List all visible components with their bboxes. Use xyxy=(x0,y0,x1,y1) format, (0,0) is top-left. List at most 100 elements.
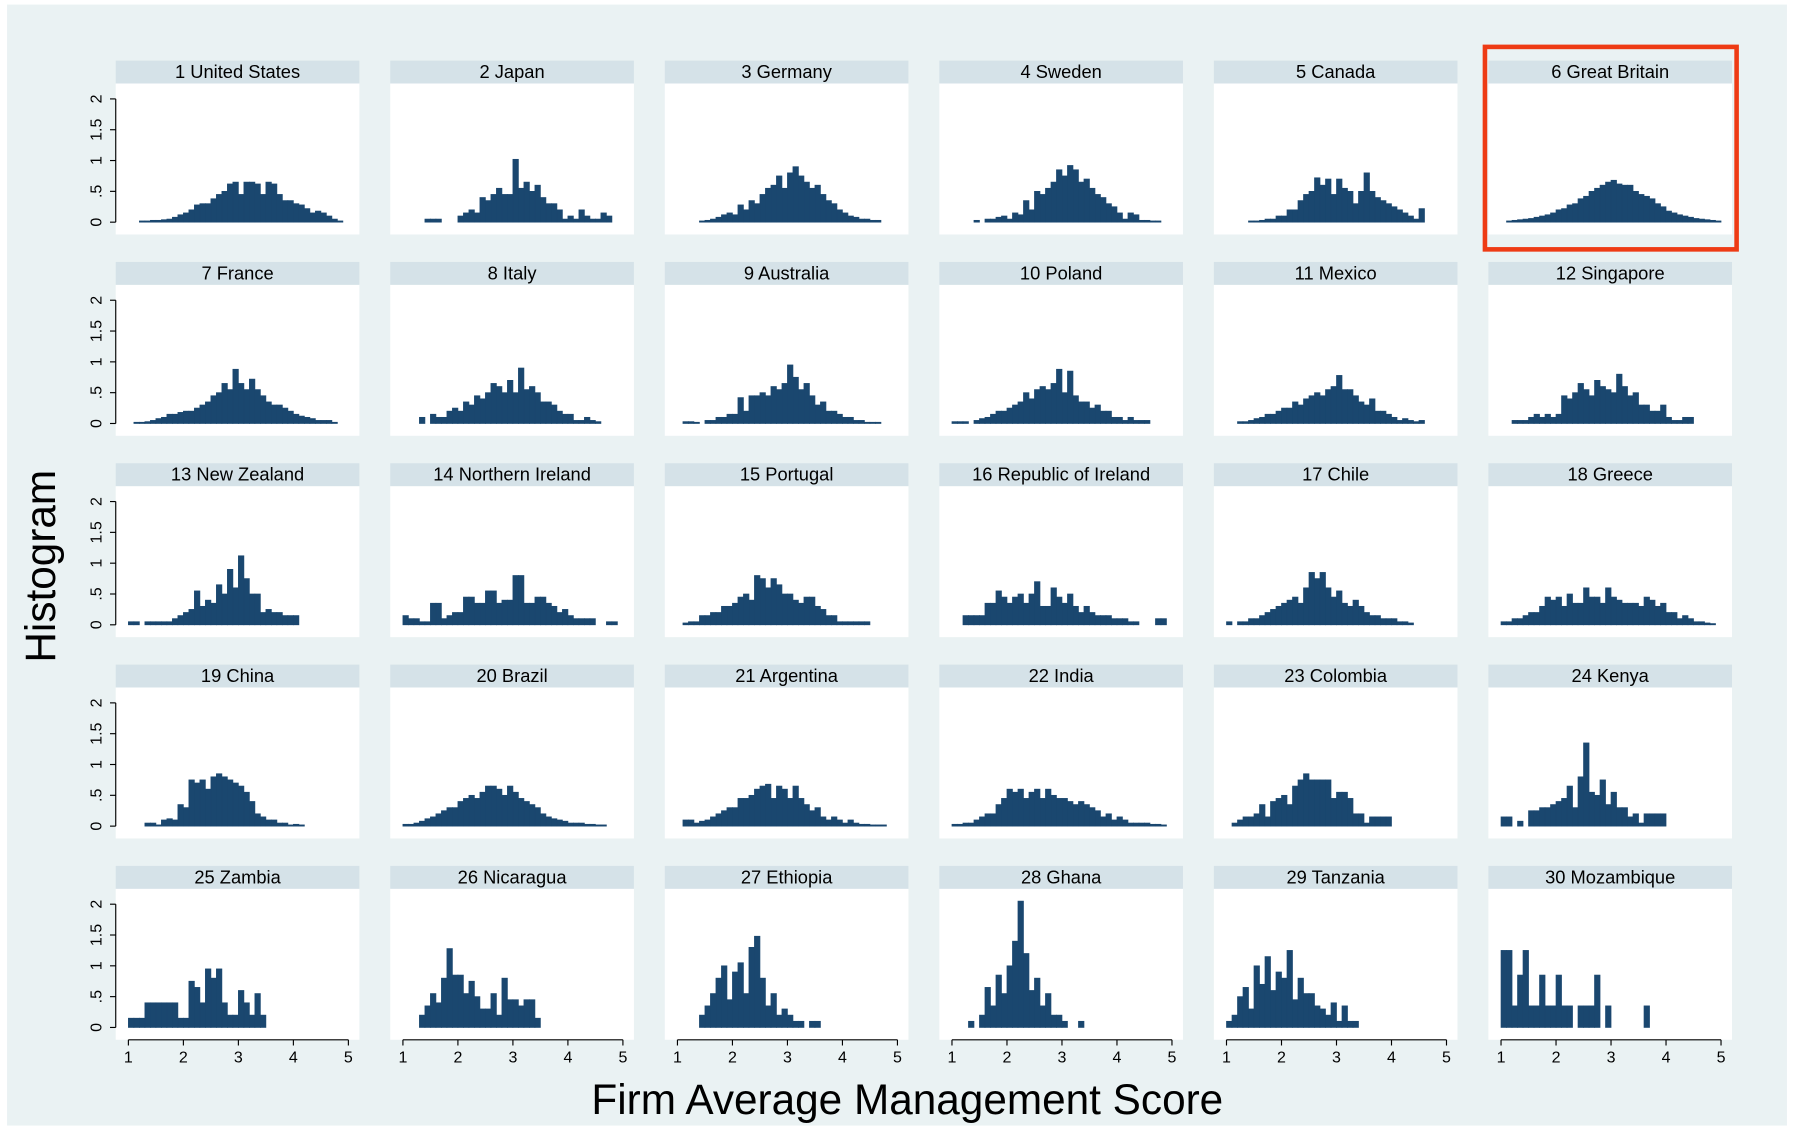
bar xyxy=(177,412,184,424)
bar xyxy=(1561,1005,1568,1028)
bar xyxy=(1089,187,1096,223)
bar xyxy=(979,418,986,424)
panel-title: 16 Republic of Ireland xyxy=(972,464,1150,485)
bar xyxy=(177,615,184,626)
panel-title: 5 Canada xyxy=(1296,61,1376,82)
bar xyxy=(1149,823,1156,827)
panel-title: 24 Kenya xyxy=(1572,665,1650,686)
bar xyxy=(1687,618,1694,626)
bar xyxy=(249,801,256,827)
bar xyxy=(188,410,195,424)
bar xyxy=(1561,208,1568,223)
bar xyxy=(1270,609,1277,626)
x-tick-label: 5 xyxy=(893,1049,902,1066)
bar xyxy=(232,368,239,424)
bar xyxy=(1116,212,1123,223)
bar xyxy=(567,615,574,626)
bar xyxy=(221,776,228,827)
bar xyxy=(853,420,860,424)
bar xyxy=(1039,798,1046,827)
bar xyxy=(704,420,711,424)
bar xyxy=(441,618,448,626)
bar xyxy=(1012,940,1019,1028)
bar xyxy=(1083,804,1090,827)
bar xyxy=(1506,950,1513,1028)
bar xyxy=(1566,398,1573,424)
bar xyxy=(188,779,195,827)
bar xyxy=(1034,977,1041,1028)
bar xyxy=(1028,791,1035,827)
bar xyxy=(1023,953,1030,1028)
bar xyxy=(1341,791,1348,827)
bar xyxy=(984,602,991,626)
bar xyxy=(770,184,777,223)
bar xyxy=(1385,413,1392,424)
bar xyxy=(1286,804,1293,827)
panel-title: 8 Italy xyxy=(488,262,538,283)
bar xyxy=(831,615,838,626)
y-tick-label: .5 xyxy=(89,789,106,802)
panel-title: 13 New Zealand xyxy=(171,464,304,485)
bar xyxy=(1391,618,1398,626)
bar xyxy=(595,421,602,424)
bar xyxy=(172,216,179,223)
bar xyxy=(814,404,821,424)
bar xyxy=(770,798,777,827)
y-tick-label: 0 xyxy=(89,822,106,831)
y-tick-label: 1.5 xyxy=(89,722,106,744)
bar xyxy=(776,175,783,223)
bar xyxy=(1385,816,1392,827)
bar xyxy=(1111,206,1118,223)
bar xyxy=(1248,420,1255,424)
panel-header xyxy=(664,60,909,84)
bar xyxy=(474,395,481,424)
bar xyxy=(820,609,827,626)
bar xyxy=(1319,572,1326,626)
bar xyxy=(1588,191,1595,223)
bar xyxy=(1083,178,1090,223)
bar xyxy=(606,215,613,223)
bar xyxy=(853,822,860,827)
bar xyxy=(216,773,223,827)
bar xyxy=(995,410,1002,424)
bar xyxy=(534,1017,541,1028)
bar xyxy=(1314,578,1321,626)
bar xyxy=(1341,389,1348,424)
bar xyxy=(858,420,865,424)
panel-title: 15 Portugal xyxy=(740,464,834,485)
bar xyxy=(271,819,278,827)
bar xyxy=(743,798,750,827)
bar xyxy=(973,420,980,424)
bar xyxy=(468,404,475,424)
bar xyxy=(172,1002,179,1028)
bar xyxy=(682,622,689,626)
bar xyxy=(726,999,733,1028)
panel-title: 21 Argentina xyxy=(735,665,839,686)
bar xyxy=(133,421,140,424)
bar xyxy=(1259,804,1266,827)
bar xyxy=(276,612,283,626)
bar xyxy=(578,822,585,827)
bar xyxy=(1275,605,1282,626)
bar xyxy=(1500,621,1507,626)
bar xyxy=(133,621,140,626)
bar xyxy=(221,191,228,223)
panel-header xyxy=(1213,664,1458,688)
bar xyxy=(957,823,964,827)
bar xyxy=(1698,621,1705,626)
bar xyxy=(787,1014,794,1028)
bar xyxy=(518,798,525,827)
bar xyxy=(1127,212,1134,223)
bar xyxy=(1550,804,1557,827)
bar xyxy=(1352,395,1359,424)
bar xyxy=(1369,191,1376,223)
bar xyxy=(979,816,986,827)
highlight-box xyxy=(1482,44,1739,252)
bar xyxy=(205,788,212,827)
bar xyxy=(188,209,195,223)
bar xyxy=(836,621,843,626)
bar xyxy=(501,794,508,827)
bar xyxy=(1078,401,1085,424)
bar xyxy=(1407,420,1414,424)
bar xyxy=(1561,395,1568,424)
